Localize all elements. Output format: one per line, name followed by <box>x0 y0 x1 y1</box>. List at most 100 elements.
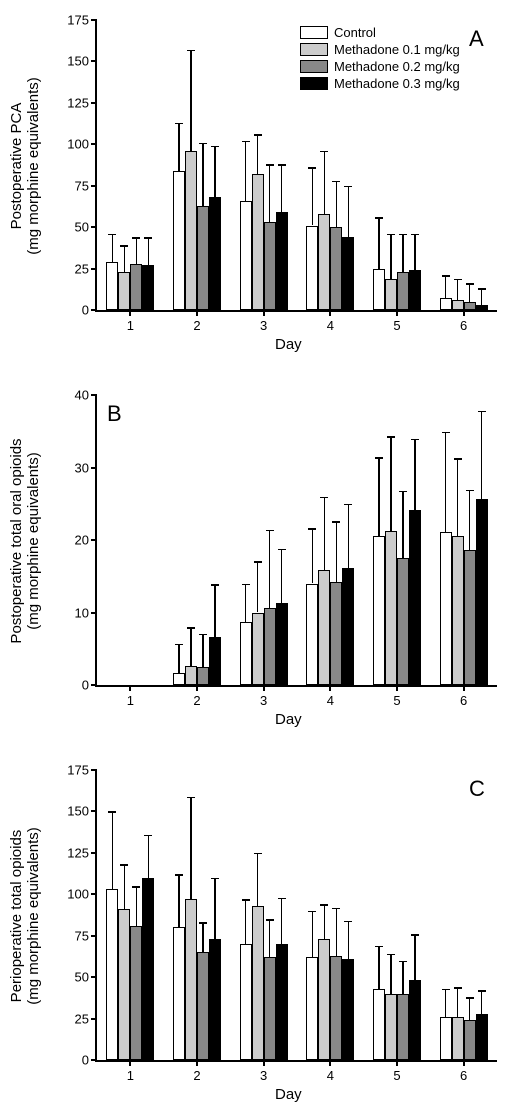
errorbar <box>469 997 471 1020</box>
xtick-label: 4 <box>327 693 334 708</box>
ytick <box>91 226 97 228</box>
bar <box>373 269 385 310</box>
bar <box>330 227 342 310</box>
legend-swatch <box>300 77 328 90</box>
panel-letter-B: B <box>107 401 122 427</box>
xtick-label: 6 <box>460 693 467 708</box>
legend-row: Methadone 0.1 mg/kg <box>300 41 500 57</box>
bar <box>440 1017 452 1060</box>
errorbar <box>402 961 404 994</box>
errorcap <box>375 457 383 459</box>
errorcap <box>454 279 462 281</box>
errorbar <box>136 237 138 264</box>
legend-label: Control <box>334 25 376 40</box>
errorbar <box>336 521 338 582</box>
errorcap <box>175 123 183 125</box>
errorbar <box>390 234 392 279</box>
bar <box>185 899 197 1060</box>
bar <box>409 270 421 310</box>
errorbar <box>245 584 247 622</box>
errorbar <box>378 457 380 535</box>
bar <box>464 302 476 310</box>
errorbar <box>390 954 392 994</box>
ytick-label: 125 <box>59 95 89 110</box>
xtick <box>329 1060 331 1066</box>
bar <box>209 637 221 685</box>
errorcap <box>478 288 486 290</box>
errorcap <box>375 217 383 219</box>
bar <box>373 989 385 1060</box>
bar <box>476 1014 488 1060</box>
errorbar <box>336 908 338 956</box>
errorbar <box>457 458 459 536</box>
errorcap <box>120 864 128 866</box>
errorbar <box>481 990 483 1013</box>
xtick-label: 4 <box>327 1068 334 1083</box>
bar <box>130 926 142 1060</box>
bar <box>330 582 342 685</box>
ytick <box>91 60 97 62</box>
legend-swatch <box>300 26 328 39</box>
xlabel-A: Day <box>275 336 302 353</box>
bar <box>476 305 488 310</box>
ylabel-C: Perioperative total opioids(mg morphine … <box>8 776 42 1056</box>
errorbar <box>148 237 150 265</box>
errorbar <box>414 439 416 510</box>
xtick <box>329 310 331 316</box>
ytick <box>91 143 97 145</box>
errorcap <box>187 50 195 52</box>
errorcap <box>399 961 407 963</box>
ytick-label: 175 <box>59 13 89 28</box>
xtick-label: 3 <box>260 318 267 333</box>
ytick <box>91 1059 97 1061</box>
ytick <box>91 769 97 771</box>
bar <box>409 980 421 1060</box>
bar <box>173 673 185 685</box>
errorbar <box>124 245 126 272</box>
bar <box>106 262 118 310</box>
errorcap <box>320 151 328 153</box>
ytick <box>91 467 97 469</box>
legend-row: Control <box>300 24 500 40</box>
ylabel-B: Postoperative total oral opioids(mg morp… <box>8 401 42 681</box>
xtick-label: 6 <box>460 318 467 333</box>
legend-swatch <box>300 60 328 73</box>
errorcap <box>387 954 395 956</box>
errorbar <box>245 141 247 201</box>
errorbar <box>445 275 447 298</box>
errorbar <box>312 528 314 583</box>
ytick-label: 0 <box>59 1053 89 1068</box>
bar <box>385 994 397 1060</box>
bar <box>397 558 409 685</box>
ytick-label: 175 <box>59 763 89 778</box>
xtick <box>129 1060 131 1066</box>
bar <box>318 214 330 310</box>
bar <box>342 237 354 310</box>
errorbar <box>245 899 247 944</box>
errorcap <box>387 234 395 236</box>
legend-label: Methadone 0.3 mg/kg <box>334 76 460 91</box>
errorcap <box>399 491 407 493</box>
errorcap <box>132 886 140 888</box>
xlabel-B: Day <box>275 711 302 728</box>
errorbar <box>269 164 271 222</box>
xtick <box>396 1060 398 1066</box>
bar <box>209 939 221 1060</box>
bar <box>385 279 397 310</box>
errorcap <box>454 458 462 460</box>
errorcap <box>108 811 116 813</box>
ytick-label: 30 <box>59 460 89 475</box>
errorcap <box>466 490 474 492</box>
errorcap <box>266 530 274 532</box>
errorcap <box>332 181 340 183</box>
ytick-label: 150 <box>59 804 89 819</box>
bar <box>118 272 130 310</box>
bar <box>318 939 330 1060</box>
errorbar <box>348 504 350 568</box>
errorbar <box>190 797 192 900</box>
ytick <box>91 852 97 854</box>
ytick <box>91 893 97 895</box>
errorcap <box>466 997 474 999</box>
errorcap <box>320 904 328 906</box>
errorcap <box>199 922 207 924</box>
